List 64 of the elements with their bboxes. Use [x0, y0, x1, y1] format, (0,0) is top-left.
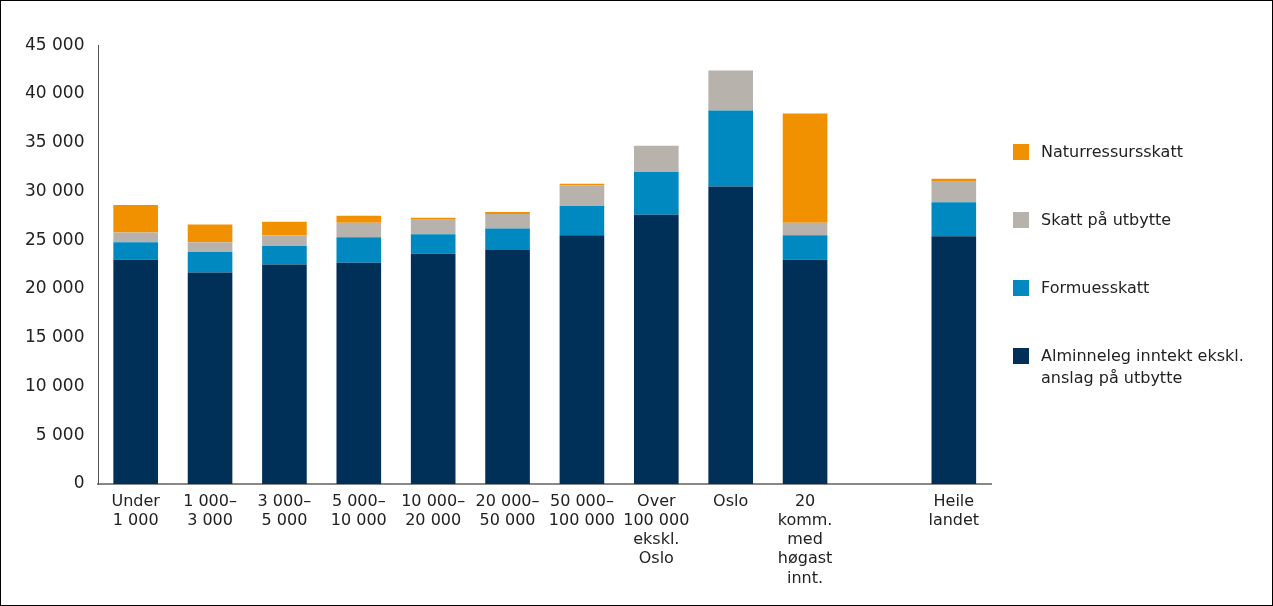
bar [336, 237, 382, 263]
bar [187, 224, 233, 243]
y-tick-label: 5 000 [35, 423, 85, 444]
bar [262, 246, 307, 265]
bar [782, 222, 828, 236]
bar [931, 181, 977, 203]
bar [187, 242, 233, 252]
bar [336, 215, 382, 223]
bar [262, 264, 307, 484]
legend-label: Alminneleg inntekt ekskl. anslag på utbytte [1041, 345, 1245, 389]
bar [410, 253, 456, 484]
bar [187, 272, 233, 484]
bar [931, 178, 977, 182]
bar [485, 213, 530, 229]
y-tick-label: 15 000 [25, 326, 85, 347]
bar [559, 185, 605, 207]
x-tick-label: Under 1 000 [111, 490, 161, 529]
y-tick-label: 20 000 [25, 277, 85, 298]
x-tick-label: 3 000–5 000 [257, 490, 312, 529]
bar [336, 222, 382, 238]
x-tick-label: 1 000–3 000 [183, 490, 237, 529]
bar [262, 221, 307, 236]
x-tick-label: Oslo [713, 490, 749, 510]
bar [708, 70, 753, 111]
bar [113, 232, 158, 243]
x-tick-label: Heile landet [928, 490, 980, 529]
bar [113, 205, 158, 233]
y-tick-label: 30 000 [25, 179, 85, 200]
bar [559, 206, 605, 236]
bar [708, 110, 753, 187]
legend-label: Naturressursskatt [1041, 141, 1183, 163]
x-tick-label: 5 000–10 000 [330, 490, 387, 529]
y-tick-label: 35 000 [25, 131, 85, 152]
bar [559, 235, 605, 484]
bar [113, 242, 158, 260]
bar [410, 219, 456, 235]
y-tick-label: 40 000 [25, 82, 85, 103]
x-tick-label: 20 komm. med høgast innt. [777, 490, 833, 587]
bar [113, 259, 158, 484]
bar [633, 171, 679, 215]
bar [410, 234, 456, 254]
bar [782, 259, 828, 484]
x-tick-label: 50 000–100 000 [548, 490, 616, 529]
bar [485, 228, 530, 250]
y-tick-label: 45 000 [25, 33, 85, 54]
bar [782, 235, 828, 260]
bar [336, 262, 382, 484]
bar [187, 251, 233, 273]
bar [633, 214, 679, 484]
bar [931, 202, 977, 237]
legend-label: Formuesskatt [1041, 277, 1150, 299]
x-tick-label: 20 000–50 000 [475, 490, 540, 529]
bar [708, 186, 753, 484]
bar [262, 235, 307, 247]
bar [782, 113, 828, 223]
y-tick-label: 25 000 [25, 228, 85, 249]
x-tick-label: Over 100 000 ekskl. Oslo [623, 490, 690, 568]
bar [633, 145, 679, 172]
x-tick-label: 10 000–20 000 [401, 490, 466, 529]
bar [931, 236, 977, 484]
y-tick-label: 0 [73, 472, 85, 493]
y-tick-label: 10 000 [25, 374, 85, 395]
bar [485, 249, 530, 484]
legend-label: Skatt på utbytte [1041, 209, 1172, 231]
